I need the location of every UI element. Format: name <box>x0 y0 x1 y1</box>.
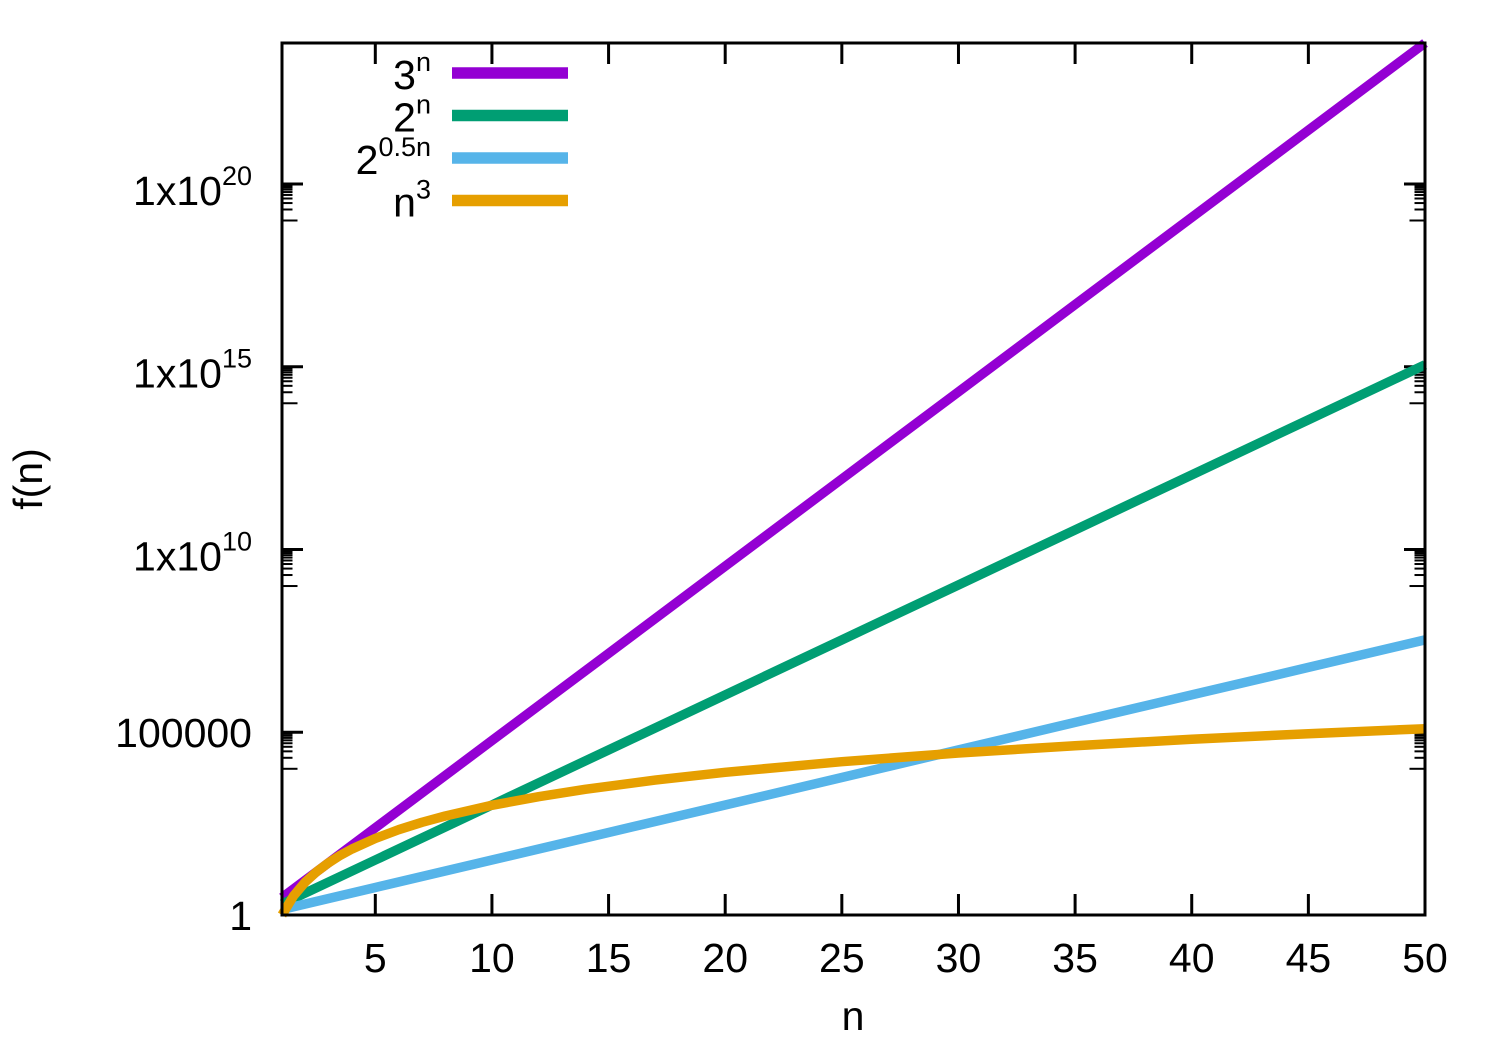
axis-tick-labels: 5 10 15 20 25 30 35 40 45 50 1 100000 1x1010 1x1015 1x… <box>115 161 1448 981</box>
y-tick-label: 1x1010 <box>133 526 252 579</box>
plot-border <box>280 41 1427 917</box>
x-tick-label: 50 <box>1402 935 1448 981</box>
x-tick-label: 40 <box>1169 935 1215 981</box>
x-axis-title: n <box>842 993 865 1039</box>
series-line-2^0.5n <box>280 635 1427 915</box>
x-tick-label: 20 <box>702 935 748 981</box>
x-tick-label: 25 <box>819 935 865 981</box>
legend-label-n^3: n3 <box>393 175 431 226</box>
x-tick-label: 15 <box>586 935 632 981</box>
axis-ticks <box>283 44 1427 917</box>
series-line-3^n <box>279 39 1428 902</box>
y-tick-label: 1 <box>229 893 252 939</box>
y-tick-label: 100000 <box>115 710 252 756</box>
series-line-2^n <box>279 360 1428 909</box>
y-axis-title: f(n) <box>5 448 51 510</box>
x-tick-label: 5 <box>364 935 387 981</box>
plot-series <box>277 39 1428 918</box>
x-tick-label: 35 <box>1052 935 1098 981</box>
y-tick-label: 1x1015 <box>133 344 252 397</box>
y-tick-label: 1x1020 <box>133 161 252 214</box>
legend-label-2^0.5n: 20.5n <box>356 132 431 183</box>
x-tick-label: 10 <box>469 935 515 981</box>
legend-label-3^n: 3n <box>393 47 431 98</box>
series-line-n^3 <box>277 723 1426 918</box>
x-tick-label: 30 <box>936 935 982 981</box>
x-tick-label: 45 <box>1286 935 1332 981</box>
legend-label-2^n: 2n <box>393 90 431 141</box>
